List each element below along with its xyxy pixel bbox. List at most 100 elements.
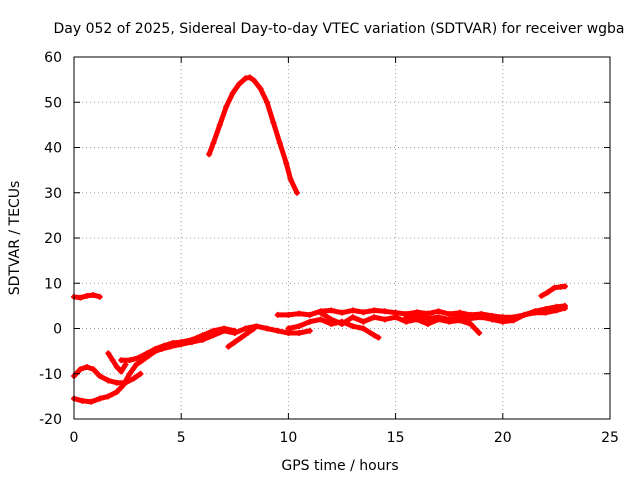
y-tick-label: -20 bbox=[39, 412, 62, 428]
data-point bbox=[371, 314, 378, 321]
axis-ticks: 0 5 10 15 20 25 -20 -10 0 10 20 30 40 50 60 bbox=[39, 50, 619, 446]
data-point bbox=[306, 311, 313, 318]
data-point bbox=[178, 339, 185, 346]
data-point bbox=[242, 325, 249, 332]
data-point bbox=[126, 370, 133, 377]
series-arc-small-dip bbox=[225, 325, 258, 350]
data-point bbox=[246, 74, 253, 81]
data-point bbox=[113, 363, 120, 370]
data-point bbox=[424, 320, 431, 327]
data-point bbox=[274, 327, 281, 334]
data-point bbox=[561, 305, 568, 312]
data-point bbox=[285, 311, 292, 318]
data-point bbox=[161, 342, 168, 349]
y-tick-label: 20 bbox=[44, 231, 62, 247]
data-point bbox=[105, 377, 112, 384]
data-point bbox=[467, 315, 474, 322]
series-arc-short-top-left bbox=[71, 292, 103, 301]
x-tick-label: 5 bbox=[177, 430, 186, 446]
data-point bbox=[131, 375, 138, 382]
data-point bbox=[169, 339, 176, 346]
data-point bbox=[435, 314, 442, 321]
data-point bbox=[371, 307, 378, 314]
data-point bbox=[113, 388, 120, 395]
data-point bbox=[113, 379, 120, 386]
data-point bbox=[231, 339, 238, 346]
data-point bbox=[221, 325, 228, 332]
data-point bbox=[510, 317, 517, 324]
data-point bbox=[126, 357, 133, 364]
data-point bbox=[263, 325, 270, 332]
data-point bbox=[296, 323, 303, 330]
x-tick-label: 0 bbox=[70, 430, 79, 446]
data-point bbox=[392, 314, 399, 321]
series-line bbox=[403, 305, 568, 325]
data-point bbox=[96, 373, 103, 380]
data-point bbox=[257, 85, 264, 92]
y-tick-label: 30 bbox=[44, 186, 62, 202]
data-point bbox=[521, 311, 528, 318]
data-point bbox=[435, 308, 442, 315]
data-point bbox=[306, 327, 313, 334]
data-series bbox=[71, 74, 568, 405]
data-point bbox=[152, 345, 159, 352]
data-point bbox=[90, 366, 97, 373]
series-arc-far-right-top bbox=[538, 283, 568, 299]
y-tick-label: 40 bbox=[44, 141, 62, 157]
data-point bbox=[467, 320, 474, 327]
data-point bbox=[551, 284, 558, 291]
data-point bbox=[188, 336, 195, 343]
data-point bbox=[90, 292, 97, 299]
data-point bbox=[285, 325, 292, 332]
data-point bbox=[476, 330, 483, 337]
data-point bbox=[360, 309, 367, 316]
data-point bbox=[375, 334, 382, 341]
series-line bbox=[318, 310, 482, 336]
data-point bbox=[77, 294, 84, 301]
data-point bbox=[371, 332, 378, 339]
data-point bbox=[296, 330, 303, 337]
x-tick-label: 10 bbox=[279, 430, 297, 446]
data-point bbox=[561, 283, 568, 290]
data-point bbox=[283, 160, 290, 167]
data-point bbox=[210, 139, 217, 146]
y-tick-label: 50 bbox=[44, 95, 62, 111]
series-arc-lower-left-c bbox=[105, 350, 129, 375]
series-arc-right-lower bbox=[403, 305, 568, 325]
data-point bbox=[328, 307, 335, 314]
data-point bbox=[105, 350, 112, 357]
data-point bbox=[251, 77, 258, 84]
data-point bbox=[105, 393, 112, 400]
y-tick-label: 10 bbox=[44, 276, 62, 292]
y-axis-label: SDTVAR / TECUs bbox=[7, 181, 23, 296]
series-arc-mid-rising bbox=[118, 325, 238, 364]
data-point bbox=[349, 307, 356, 314]
data-point bbox=[446, 311, 453, 318]
x-tick-label: 20 bbox=[494, 430, 512, 446]
data-point bbox=[339, 309, 345, 316]
x-tick-label: 15 bbox=[387, 430, 405, 446]
data-point bbox=[96, 395, 103, 402]
data-point bbox=[478, 314, 485, 321]
data-point bbox=[499, 318, 506, 325]
data-point bbox=[542, 309, 549, 316]
chart-title: Day 052 of 2025, Sidereal Day-to-day VTE… bbox=[53, 21, 624, 37]
data-point bbox=[88, 398, 95, 405]
x-axis-label: GPS time / hours bbox=[281, 458, 398, 474]
data-point bbox=[223, 103, 230, 110]
data-point bbox=[210, 327, 217, 334]
data-point bbox=[360, 325, 367, 332]
data-point bbox=[242, 75, 249, 82]
data-point bbox=[293, 189, 300, 196]
data-point bbox=[424, 315, 431, 322]
data-point bbox=[118, 357, 125, 364]
data-point bbox=[109, 357, 116, 364]
series-arc-lower-left-a bbox=[71, 323, 313, 405]
data-point bbox=[83, 292, 90, 299]
data-point bbox=[135, 354, 142, 361]
x-tick-label: 25 bbox=[601, 430, 619, 446]
data-point bbox=[317, 316, 324, 323]
data-point bbox=[339, 320, 345, 327]
grid-lines bbox=[74, 57, 610, 419]
